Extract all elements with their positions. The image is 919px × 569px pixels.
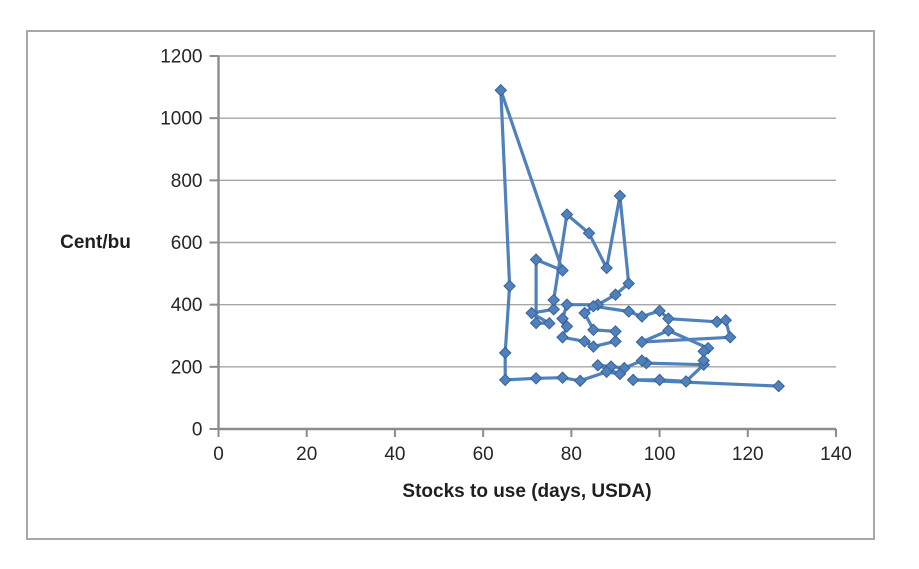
data-point-marker bbox=[560, 320, 574, 333]
data-point-marker bbox=[635, 354, 649, 367]
chart-frame bbox=[26, 30, 875, 540]
data-point-marker bbox=[662, 324, 675, 337]
data-point-marker bbox=[560, 208, 574, 221]
data-point-marker bbox=[556, 330, 569, 344]
data-point-marker bbox=[697, 354, 710, 367]
data-point-marker bbox=[578, 306, 591, 320]
y-axis-title: Cent/bu bbox=[60, 232, 131, 253]
data-point-marker bbox=[622, 305, 636, 318]
x-tick-label: 0 bbox=[213, 444, 224, 465]
y-tick-label: 600 bbox=[171, 233, 203, 254]
data-point-marker bbox=[547, 303, 561, 316]
data-point-marker bbox=[560, 298, 574, 311]
x-tick-label: 120 bbox=[732, 444, 764, 465]
data-point-marker bbox=[529, 316, 543, 330]
data-point-marker bbox=[587, 299, 600, 313]
y-tick-label: 200 bbox=[171, 357, 203, 378]
data-point-marker bbox=[556, 371, 569, 385]
data-point-marker bbox=[622, 277, 636, 290]
y-tick-label: 400 bbox=[171, 295, 203, 316]
data-point-marker bbox=[626, 373, 640, 387]
data-point-marker bbox=[600, 261, 613, 275]
data-point-marker bbox=[613, 367, 627, 381]
y-tick-label: 0 bbox=[192, 420, 203, 441]
tick-labels: 0 200 400 600 800 1000 1200 0 20 40 60 80 100 120 140 bbox=[160, 47, 852, 466]
data-point-marker bbox=[653, 304, 666, 318]
data-point-marker bbox=[719, 313, 733, 327]
data-point-marker bbox=[609, 335, 622, 348]
data-point-marker bbox=[525, 306, 538, 320]
y-tick-label: 1000 bbox=[160, 109, 202, 130]
data-point-marker bbox=[556, 312, 569, 325]
data-point-marker bbox=[587, 323, 600, 337]
y-tick-label: 800 bbox=[171, 171, 203, 192]
data-point-marker bbox=[542, 317, 556, 330]
gridlines bbox=[218, 55, 836, 368]
data-point-marker bbox=[529, 372, 543, 385]
data-point-marker bbox=[635, 335, 649, 349]
data-point-marker bbox=[573, 374, 587, 388]
data-point-marker bbox=[772, 379, 785, 393]
data-point-marker bbox=[591, 358, 605, 372]
data-point-marker bbox=[503, 279, 516, 293]
data-point-marker bbox=[494, 83, 508, 97]
data-point-marker bbox=[710, 315, 724, 329]
data-point-markers bbox=[494, 83, 785, 393]
data-point-marker bbox=[635, 310, 649, 323]
tick-marks bbox=[209, 55, 837, 437]
x-tick-label: 80 bbox=[561, 444, 582, 465]
data-point-marker bbox=[556, 264, 569, 277]
x-tick-label: 40 bbox=[384, 444, 405, 465]
x-tick-label: 100 bbox=[644, 444, 676, 465]
data-point-marker bbox=[653, 373, 666, 387]
data-point-marker bbox=[613, 189, 627, 203]
data-point-marker bbox=[600, 365, 613, 379]
x-tick-label: 140 bbox=[820, 444, 852, 465]
data-point-marker bbox=[578, 335, 591, 348]
data-point-marker bbox=[498, 373, 512, 387]
x-tick-label: 20 bbox=[296, 444, 317, 465]
data-point-marker bbox=[498, 346, 512, 360]
x-axis-title: Stocks to use (days, USDA) bbox=[402, 481, 652, 502]
data-point-marker bbox=[679, 375, 693, 388]
data-point-marker bbox=[723, 330, 737, 344]
y-tick-label: 1200 bbox=[160, 47, 202, 68]
data-point-marker bbox=[609, 325, 622, 338]
data-point-marker bbox=[529, 253, 543, 266]
data-point-marker bbox=[547, 293, 561, 307]
x-tick-label: 60 bbox=[473, 444, 494, 465]
data-point-marker bbox=[609, 288, 622, 302]
data-point-marker bbox=[582, 226, 596, 240]
data-point-marker bbox=[587, 340, 600, 353]
